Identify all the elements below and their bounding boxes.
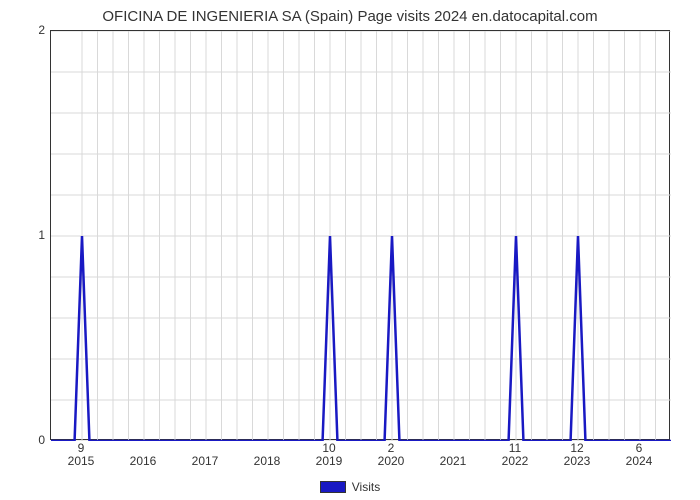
chart-title: OFICINA DE INGENIERIA SA (Spain) Page vi…	[0, 8, 700, 25]
x-tick-label: 2021	[440, 454, 467, 468]
y-tick-label: 0	[38, 433, 45, 447]
x-tick-label: 2024	[626, 454, 653, 468]
plot-area	[50, 30, 670, 440]
y-tick-label: 1	[38, 228, 45, 242]
x-value-label: 2	[388, 441, 395, 455]
x-tick-label: 2016	[130, 454, 157, 468]
x-tick-label: 2017	[192, 454, 219, 468]
x-value-label: 9	[78, 441, 85, 455]
x-value-label: 11	[509, 441, 521, 455]
x-tick-label: 2023	[564, 454, 591, 468]
x-tick-label: 2018	[254, 454, 281, 468]
x-tick-label: 2019	[316, 454, 343, 468]
x-value-label: 6	[636, 441, 643, 455]
legend-label: Visits	[352, 480, 380, 494]
y-tick-label: 2	[38, 23, 45, 37]
chart-container: OFICINA DE INGENIERIA SA (Spain) Page vi…	[0, 0, 700, 500]
x-value-label: 12	[570, 441, 583, 455]
legend: Visits	[0, 480, 700, 494]
legend-swatch	[320, 481, 346, 493]
x-value-label: 10	[322, 441, 335, 455]
plot-svg	[51, 31, 671, 441]
x-tick-label: 2022	[502, 454, 529, 468]
x-tick-label: 2015	[68, 454, 95, 468]
x-tick-label: 2020	[378, 454, 405, 468]
